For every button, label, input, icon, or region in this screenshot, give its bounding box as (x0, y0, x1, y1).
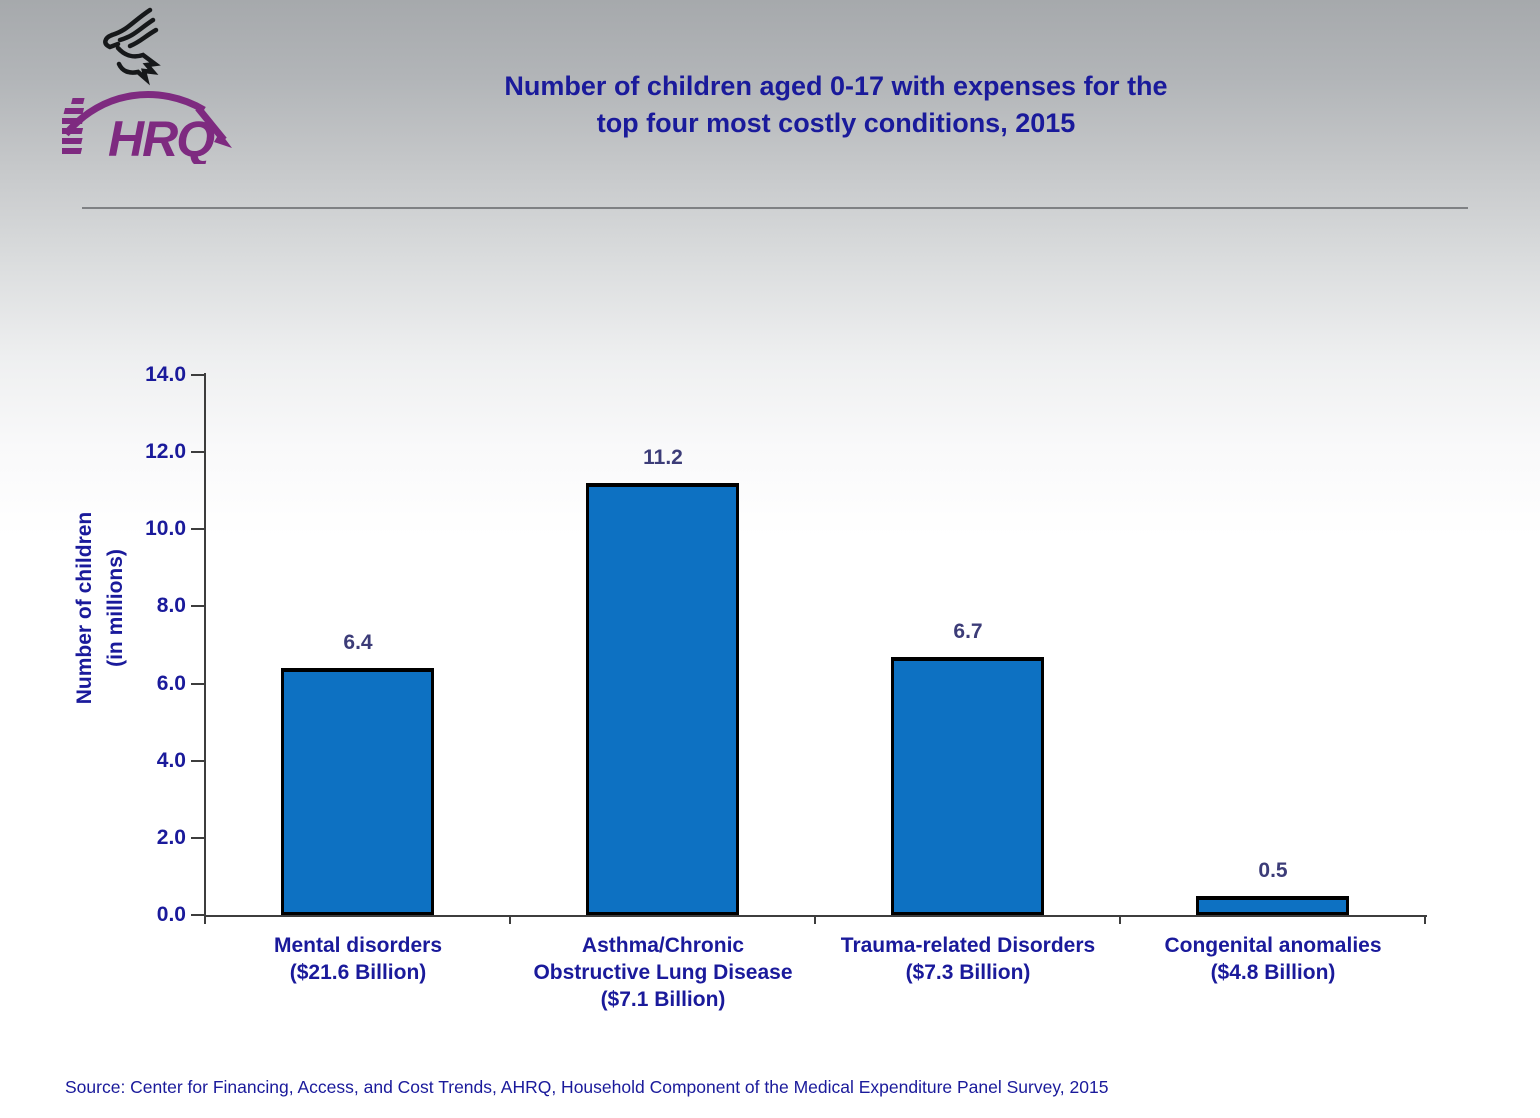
y-tick-mark (191, 682, 205, 685)
y-tick-mark (191, 914, 205, 916)
x-tick-mark (814, 915, 816, 924)
y-tick-label: 12.0 (145, 440, 186, 464)
category-label: Trauma-related Disorders ($7.3 Billion) (840, 934, 1096, 984)
bar-value-label: 6.7 (953, 620, 983, 643)
ahrq-logo: HRQ (62, 7, 232, 164)
category-label: Mental disorders ($21.6 Billion) (273, 934, 443, 984)
hhs-eagle-icon (103, 7, 161, 86)
page-title-line1: Number of children aged 0-17 with expens… (504, 71, 1168, 101)
y-tick-mark (191, 528, 205, 531)
y-tick-label: 0.0 (156, 903, 186, 926)
x-tick-mark (204, 915, 206, 924)
svg-text:HRQ: HRQ (108, 111, 215, 164)
y-tick-mark (191, 374, 205, 376)
y-tick-label: 10.0 (145, 517, 186, 541)
source-note: Source: Center for Financing, Access, an… (65, 1077, 1109, 1097)
y-tick-mark (191, 759, 205, 762)
x-tick-mark (1119, 915, 1121, 924)
x-tick-mark (509, 915, 511, 924)
bar-value-label: 6.4 (343, 631, 373, 654)
y-tick-mark (191, 836, 205, 839)
category-label: Asthma/Chronic Obstructive Lung Disease … (533, 934, 793, 1011)
bar (281, 668, 434, 915)
bar (586, 483, 739, 915)
y-tick-label: 6.0 (156, 671, 186, 695)
bar-value-label: 11.2 (643, 446, 683, 469)
y-axis-line (204, 373, 206, 917)
bar (1196, 896, 1349, 915)
bar (891, 657, 1044, 915)
y-tick-label: 4.0 (156, 748, 186, 772)
y-tick-mark (191, 605, 205, 608)
x-tick-mark (1424, 915, 1426, 924)
page-title-line2: top four most costly conditions, 2015 (596, 108, 1076, 138)
bar-value-label: 0.5 (1258, 859, 1288, 882)
y-tick-label: 8.0 (156, 594, 186, 618)
y-tick-label: 14.0 (145, 363, 186, 386)
header-divider (82, 207, 1468, 209)
y-tick-mark (191, 451, 205, 454)
page-title: Number of children aged 0-17 with expens… (436, 68, 1236, 142)
y-tick-label: 2.0 (156, 825, 186, 849)
ahrq-wordmark: HRQ (62, 91, 232, 164)
category-label: Congenital anomalies ($4.8 Billion) (1164, 934, 1382, 984)
